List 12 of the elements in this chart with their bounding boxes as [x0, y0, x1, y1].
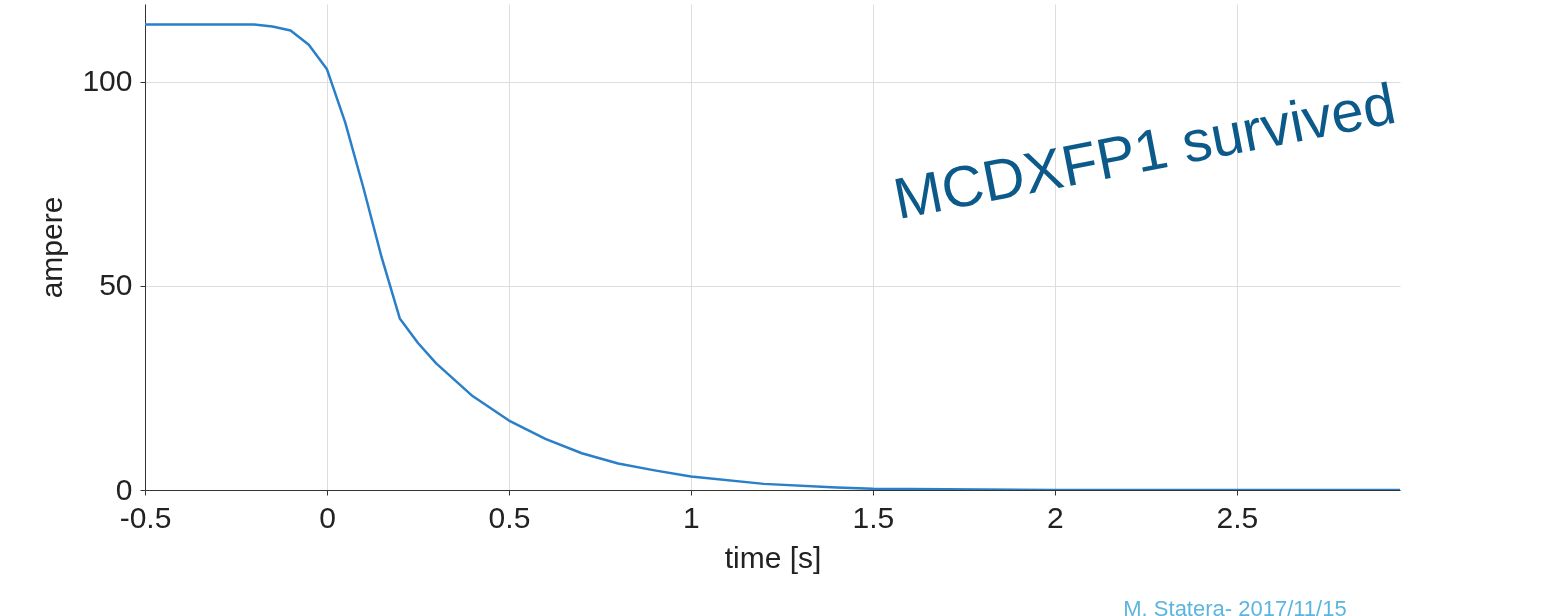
y-tick-label: 100 — [82, 64, 133, 98]
annotation: MCDXFP1 survived — [888, 70, 1401, 232]
x-tick-label: 2 — [1047, 500, 1064, 534]
x-tick-label: 2.5 — [1216, 500, 1259, 534]
y-tick-label: 50 — [99, 268, 133, 302]
text: M. Statera- 2017/11/15 — [1123, 596, 1347, 616]
x-tick-label: 1 — [683, 500, 700, 534]
x-tick-label: 0 — [319, 500, 336, 534]
x-axis-title: time [s] — [724, 540, 822, 574]
y-axis-title: ampere — [35, 196, 69, 299]
x-tick-label: 1.5 — [852, 500, 895, 534]
x-tick-label: 0.5 — [488, 500, 531, 534]
